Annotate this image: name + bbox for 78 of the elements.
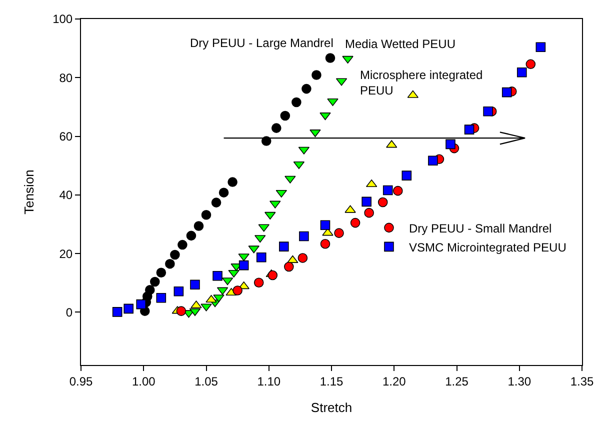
point bbox=[292, 97, 302, 108]
point bbox=[299, 231, 309, 242]
point bbox=[256, 252, 266, 262]
point bbox=[378, 197, 388, 208]
point bbox=[190, 280, 200, 290]
y-tick-label: 20 bbox=[59, 246, 73, 261]
x-tick-label: 1.10 bbox=[257, 374, 281, 388]
point bbox=[392, 186, 403, 196]
legend-label: VSMC Microintegrated PEUU bbox=[408, 240, 566, 254]
point bbox=[150, 276, 160, 287]
point bbox=[302, 84, 312, 94]
point bbox=[218, 188, 229, 198]
point bbox=[124, 304, 134, 314]
x-tick-label: 1.35 bbox=[570, 374, 594, 388]
series-label: Microsphere integrated PEUU bbox=[360, 68, 483, 98]
point bbox=[268, 270, 278, 280]
point bbox=[211, 198, 222, 208]
x-axis-title: Stretch bbox=[310, 400, 352, 415]
point bbox=[320, 239, 330, 249]
point bbox=[201, 210, 212, 220]
y-tick-label: 60 bbox=[59, 129, 73, 144]
point bbox=[280, 110, 290, 121]
x-tick-label: 1.05 bbox=[194, 374, 218, 388]
point bbox=[176, 306, 186, 316]
x-tick-label: 0.95 bbox=[69, 374, 93, 388]
point bbox=[298, 253, 308, 263]
point bbox=[350, 218, 360, 228]
y-tick-label: 100 bbox=[52, 12, 73, 26]
point bbox=[228, 270, 240, 278]
point bbox=[156, 268, 166, 278]
point bbox=[284, 262, 294, 272]
point bbox=[382, 185, 393, 196]
point bbox=[186, 230, 196, 241]
x-tick-label: 1.30 bbox=[508, 374, 532, 388]
point bbox=[325, 53, 336, 63]
point bbox=[402, 170, 412, 180]
legend-label: Dry PEUU - Small Mandrel bbox=[408, 221, 552, 236]
point bbox=[279, 242, 289, 252]
point bbox=[136, 299, 146, 310]
x-tick-label: 1.00 bbox=[132, 374, 156, 388]
y-tick-label: 40 bbox=[59, 188, 73, 202]
point bbox=[464, 124, 474, 134]
point bbox=[428, 156, 438, 166]
point bbox=[228, 177, 238, 187]
x-tick-label: 1.25 bbox=[445, 374, 469, 388]
point bbox=[536, 42, 546, 52]
point bbox=[312, 70, 322, 80]
y-tick-label: 80 bbox=[59, 70, 73, 85]
x-tick-label: 1.20 bbox=[382, 374, 406, 388]
series-label: Dry PEUU - Large Mandrel bbox=[190, 36, 334, 50]
point bbox=[271, 123, 282, 133]
x-tick-label: 1.15 bbox=[320, 374, 344, 388]
point bbox=[156, 292, 166, 303]
point bbox=[194, 221, 204, 231]
point bbox=[364, 208, 374, 218]
point bbox=[112, 307, 122, 317]
point bbox=[293, 161, 305, 170]
point bbox=[254, 278, 264, 288]
point bbox=[516, 67, 527, 78]
point bbox=[144, 285, 155, 295]
y-tick-label: 0 bbox=[66, 305, 73, 320]
point bbox=[232, 286, 242, 296]
point bbox=[320, 220, 330, 230]
point bbox=[165, 258, 175, 269]
y-axis-title: Tension bbox=[22, 170, 37, 214]
point bbox=[366, 179, 378, 188]
point bbox=[238, 260, 249, 270]
point bbox=[212, 270, 222, 281]
point bbox=[502, 87, 512, 98]
series-label: Media Wetted PEUU bbox=[345, 37, 456, 51]
point bbox=[483, 106, 493, 116]
point bbox=[362, 196, 372, 207]
point bbox=[170, 250, 180, 260]
point bbox=[446, 139, 456, 150]
point bbox=[334, 228, 344, 238]
point bbox=[526, 59, 536, 70]
point bbox=[174, 286, 184, 296]
point bbox=[178, 240, 188, 250]
